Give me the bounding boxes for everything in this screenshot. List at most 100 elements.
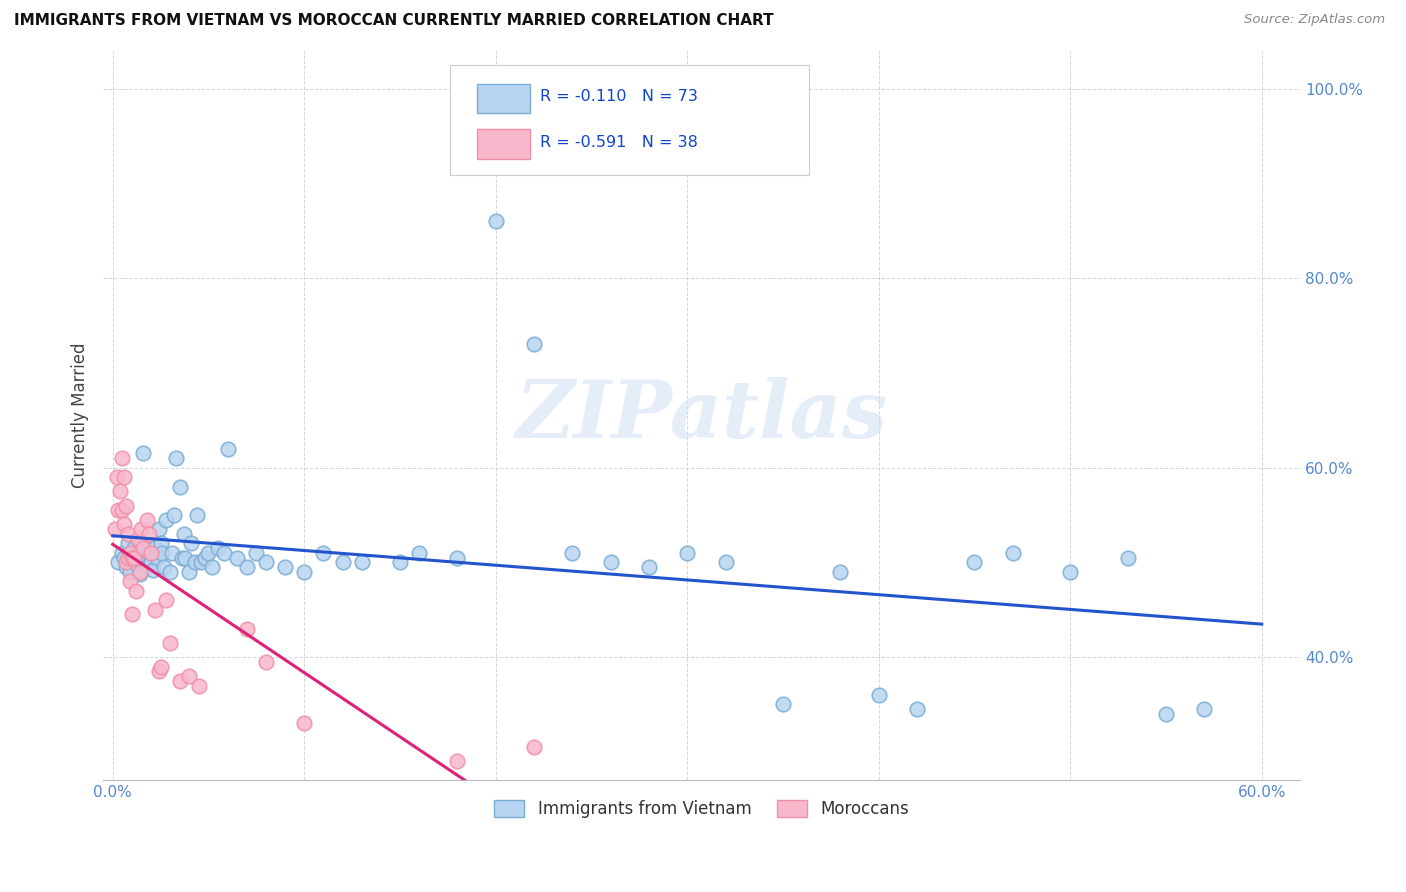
- Point: [132, 446, 155, 460]
- Point: [159, 636, 181, 650]
- Point: [292, 565, 315, 579]
- Point: [128, 565, 150, 579]
- Point: [963, 555, 986, 569]
- Point: [190, 555, 212, 569]
- Point: [187, 679, 209, 693]
- Point: [148, 665, 170, 679]
- Point: [1059, 565, 1081, 579]
- Point: [905, 702, 928, 716]
- Point: [138, 546, 160, 560]
- Point: [1154, 706, 1177, 721]
- FancyBboxPatch shape: [450, 65, 810, 175]
- Point: [121, 550, 143, 565]
- Point: [714, 555, 737, 569]
- Point: [117, 527, 139, 541]
- Point: [179, 669, 201, 683]
- Point: [159, 565, 181, 579]
- Text: R = -0.110   N = 73: R = -0.110 N = 73: [540, 89, 697, 104]
- Point: [111, 503, 134, 517]
- Y-axis label: Currently Married: Currently Married: [72, 343, 89, 488]
- Point: [110, 484, 132, 499]
- Point: [226, 550, 249, 565]
- Point: [134, 550, 156, 565]
- Point: [169, 479, 191, 493]
- Point: [117, 536, 139, 550]
- Point: [772, 698, 794, 712]
- Text: IMMIGRANTS FROM VIETNAM VS MOROCCAN CURRENTLY MARRIED CORRELATION CHART: IMMIGRANTS FROM VIETNAM VS MOROCCAN CURR…: [14, 13, 773, 29]
- Point: [170, 550, 193, 565]
- Point: [638, 560, 661, 574]
- Point: [245, 546, 267, 560]
- Point: [292, 716, 315, 731]
- Point: [254, 555, 277, 569]
- Point: [332, 555, 354, 569]
- Point: [1194, 702, 1216, 716]
- Point: [127, 546, 149, 560]
- Point: [174, 550, 197, 565]
- Point: [148, 522, 170, 536]
- Point: [163, 508, 186, 522]
- Legend: Immigrants from Vietnam, Moroccans: Immigrants from Vietnam, Moroccans: [486, 792, 917, 827]
- Point: [197, 546, 219, 560]
- Point: [1001, 546, 1024, 560]
- Point: [115, 560, 138, 574]
- Point: [118, 565, 141, 579]
- Point: [179, 565, 201, 579]
- Point: [236, 622, 259, 636]
- Point: [446, 550, 468, 565]
- Point: [145, 550, 167, 565]
- Point: [152, 546, 174, 560]
- Point: [143, 603, 166, 617]
- Point: [122, 550, 145, 565]
- Point: [184, 555, 207, 569]
- Point: [217, 442, 239, 456]
- Point: [485, 214, 508, 228]
- Point: [169, 673, 191, 688]
- Point: [149, 536, 172, 550]
- Point: [350, 555, 373, 569]
- Point: [155, 593, 177, 607]
- Text: Source: ZipAtlas.com: Source: ZipAtlas.com: [1244, 13, 1385, 27]
- Point: [599, 555, 621, 569]
- Point: [186, 508, 208, 522]
- Point: [112, 517, 135, 532]
- Point: [107, 555, 129, 569]
- Point: [676, 546, 699, 560]
- Text: R = -0.591   N = 38: R = -0.591 N = 38: [540, 135, 697, 150]
- Point: [143, 541, 166, 556]
- Point: [136, 513, 159, 527]
- Point: [165, 451, 187, 466]
- Point: [236, 560, 259, 574]
- Point: [115, 499, 138, 513]
- Point: [112, 470, 135, 484]
- Point: [111, 451, 134, 466]
- Point: [115, 555, 138, 569]
- Point: [127, 532, 149, 546]
- Point: [1116, 550, 1139, 565]
- Point: [131, 536, 153, 550]
- Point: [180, 536, 202, 550]
- Point: [149, 659, 172, 673]
- Point: [201, 560, 224, 574]
- Point: [104, 522, 127, 536]
- Point: [153, 560, 176, 574]
- Bar: [477, 129, 530, 159]
- Point: [121, 550, 143, 565]
- Point: [523, 337, 546, 351]
- Text: ZIPatlas: ZIPatlas: [516, 376, 887, 454]
- Point: [868, 688, 890, 702]
- Point: [121, 607, 143, 622]
- Point: [408, 546, 430, 560]
- Point: [173, 527, 195, 541]
- Point: [207, 541, 229, 556]
- Point: [118, 574, 141, 589]
- Point: [139, 555, 162, 569]
- Point: [122, 541, 145, 556]
- Point: [274, 560, 297, 574]
- Point: [105, 470, 128, 484]
- Point: [125, 558, 148, 572]
- Point: [446, 755, 468, 769]
- Bar: [477, 84, 530, 112]
- Point: [212, 546, 235, 560]
- Point: [131, 522, 153, 536]
